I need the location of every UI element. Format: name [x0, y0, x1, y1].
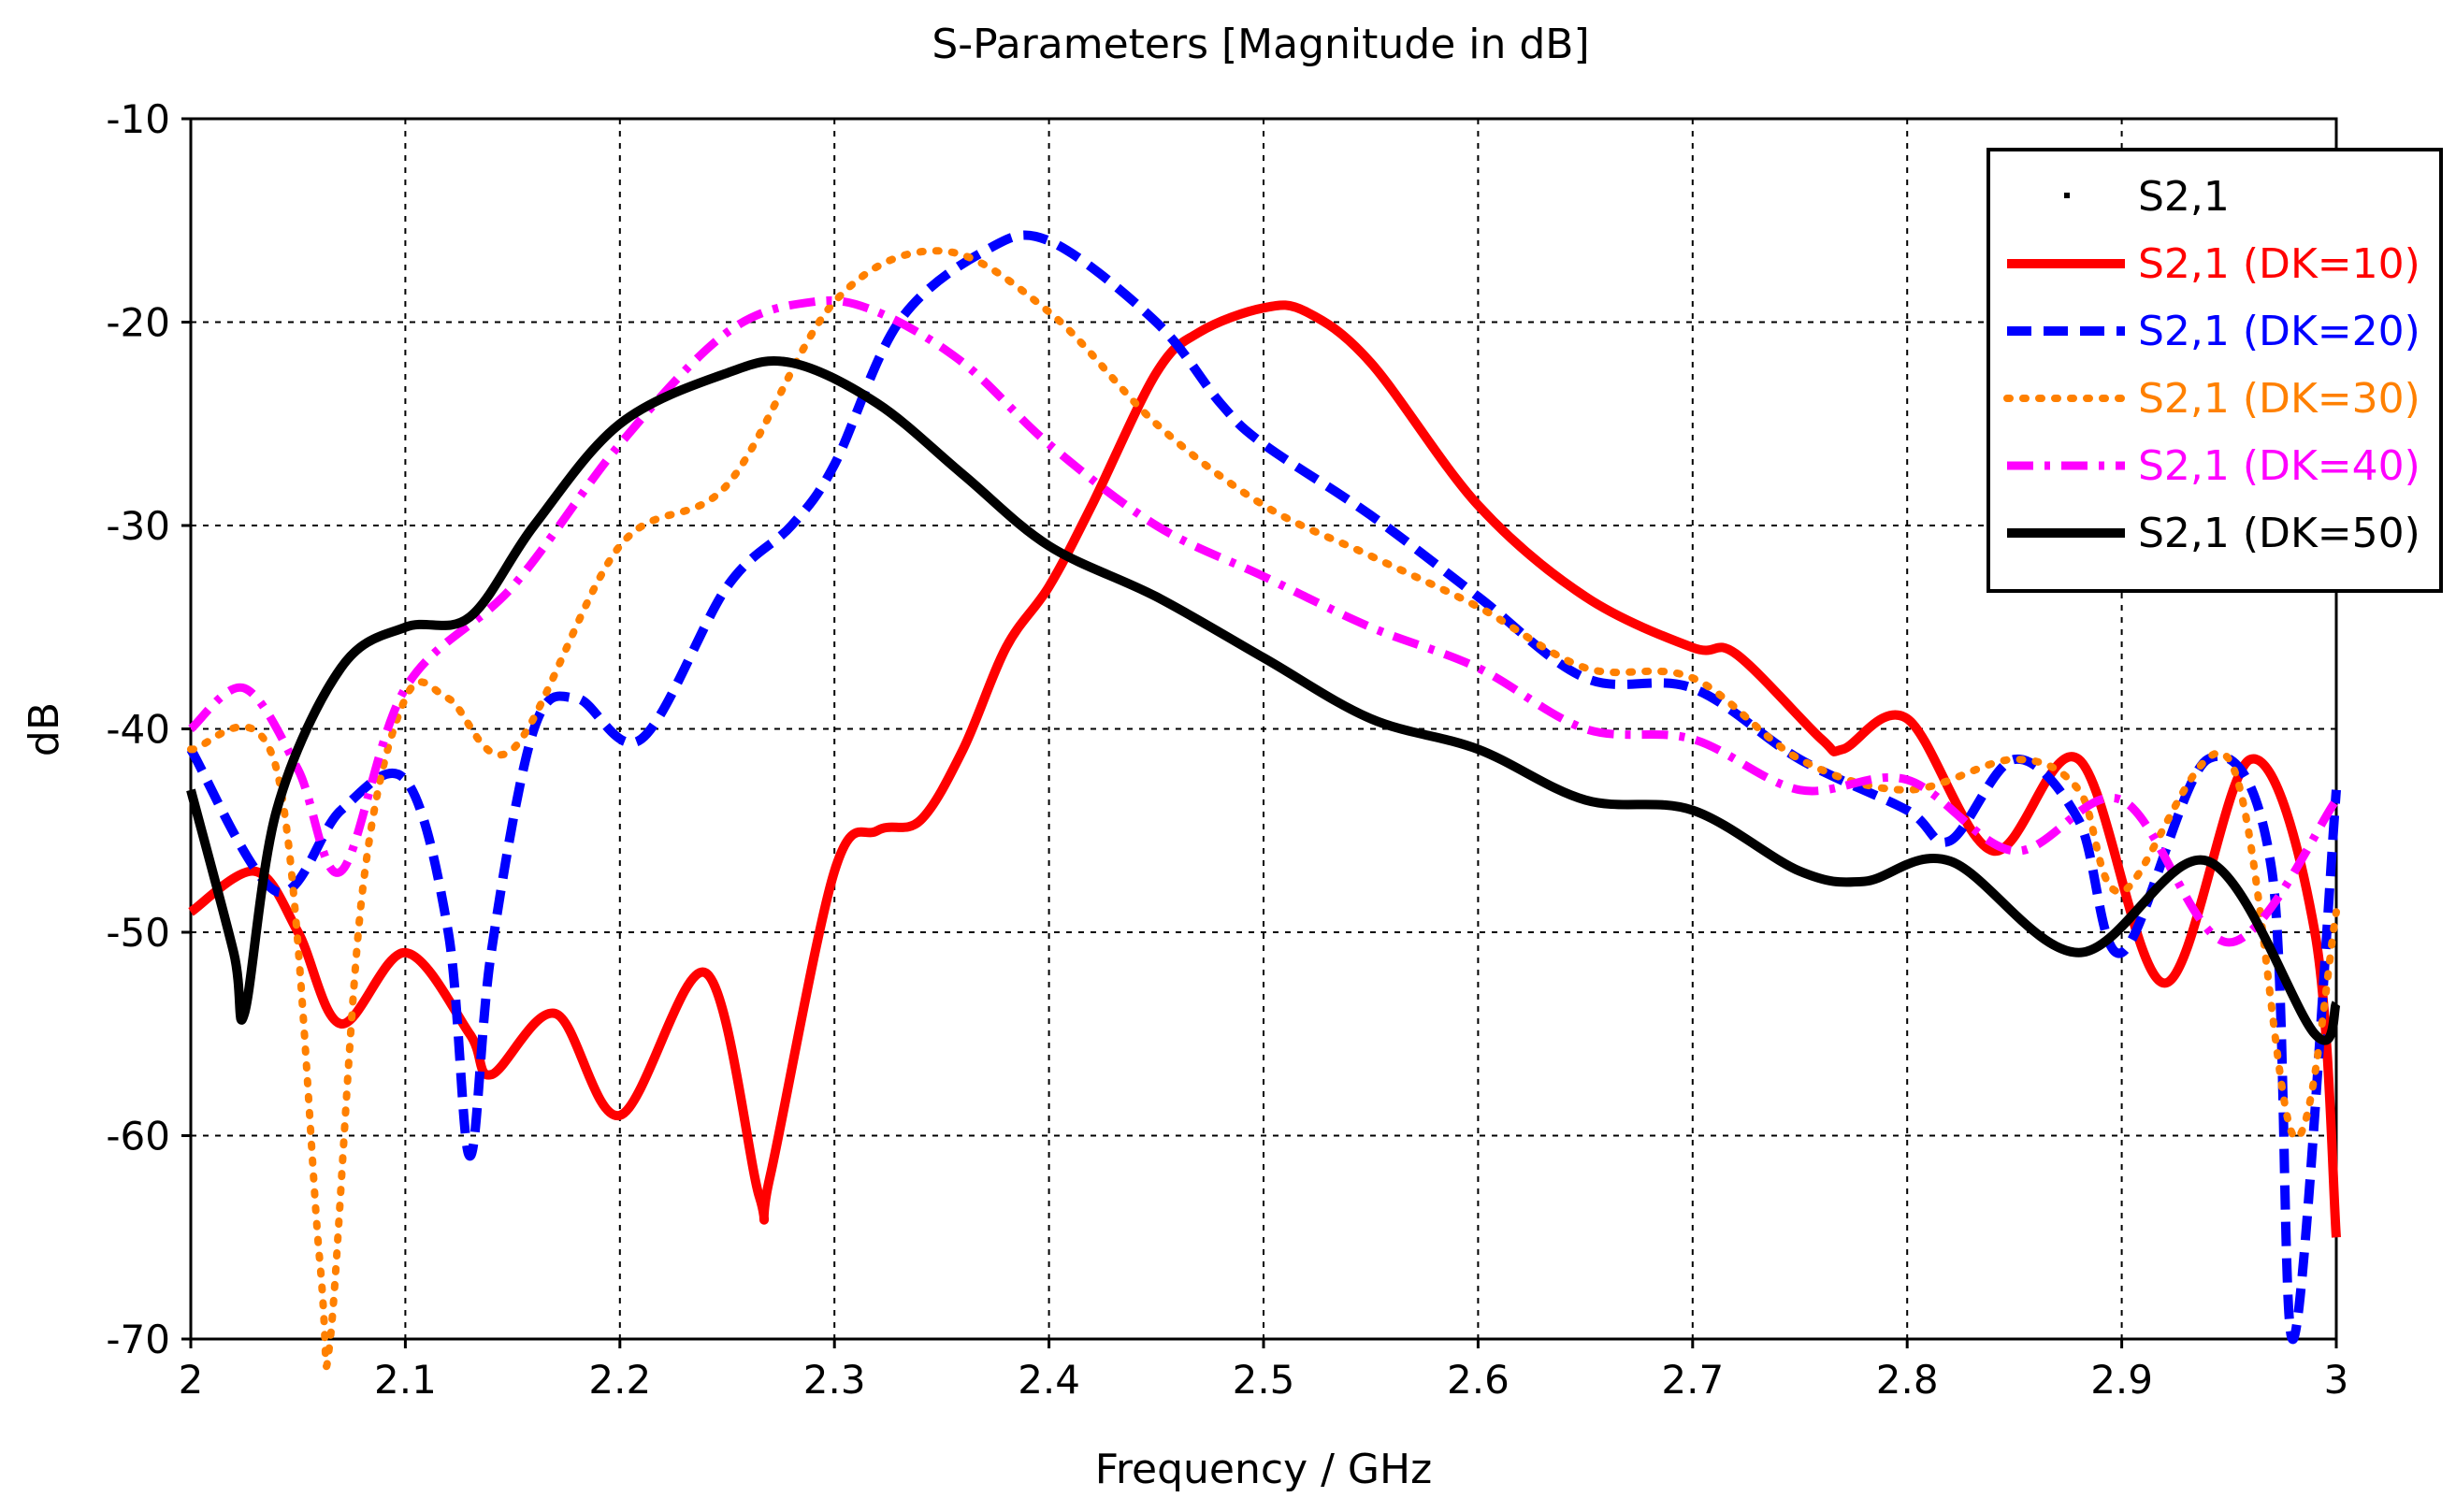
- y-tick-label: -50: [106, 910, 170, 956]
- y-tick-label: -10: [106, 96, 170, 142]
- legend: S2,1 S2,1 (DK=10) S2,1 (DK=20) S2,1 (DK=30)…: [1986, 148, 2443, 593]
- series-line-3: [187, 247, 2340, 1371]
- x-tick-label: 2.1: [374, 1357, 437, 1403]
- grid-lines: [191, 119, 2336, 1339]
- legend-label-3: S2,1 (DK=30): [2138, 375, 2420, 423]
- x-tick-label: 2.7: [1661, 1357, 1724, 1403]
- legend-swatch-0: [2064, 193, 2070, 198]
- y-tick-label: -70: [106, 1317, 170, 1362]
- x-tick-label: 3: [2324, 1357, 2349, 1403]
- x-tick-label: 2.5: [1233, 1357, 1295, 1403]
- legend-box: [1986, 148, 2443, 593]
- x-tick-label: 2.3: [803, 1357, 866, 1403]
- legend-label-0: S2,1: [2138, 173, 2230, 221]
- legend-label-5: S2,1 (DK=50): [2138, 510, 2420, 557]
- legend-label-1: S2,1 (DK=10): [2138, 240, 2420, 288]
- series-line-5: [186, 355, 2341, 1045]
- y-tick-label: -40: [106, 707, 170, 753]
- y-tick-label: -60: [106, 1114, 170, 1159]
- x-tick-label: 2.8: [1876, 1357, 1939, 1403]
- x-tick-label: 2: [179, 1357, 204, 1403]
- legend-label-4: S2,1 (DK=40): [2138, 442, 2420, 490]
- chart-title: S-Parameters [Magnitude in dB]: [932, 21, 1589, 68]
- y-axis-label: dB: [21, 702, 68, 756]
- x-tick-label: 2.2: [588, 1357, 651, 1403]
- legend-label-2: S2,1 (DK=20): [2138, 308, 2420, 355]
- axis-ticks: 2 2.1 2.2 2.3 2.4 2.5 2.6 2.7 2.8 2.9 3 -10 -20 -30 -4…: [106, 96, 2348, 1403]
- y-tick-label: -20: [106, 300, 170, 346]
- x-axis-label: Frequency / GHz: [1095, 1446, 1432, 1493]
- series-lines: [186, 230, 2341, 1371]
- x-tick-label: 2.4: [1018, 1357, 1080, 1403]
- x-tick-label: 2.6: [1447, 1357, 1510, 1403]
- x-tick-label: 2.9: [2090, 1357, 2153, 1403]
- y-tick-label: -30: [106, 503, 170, 549]
